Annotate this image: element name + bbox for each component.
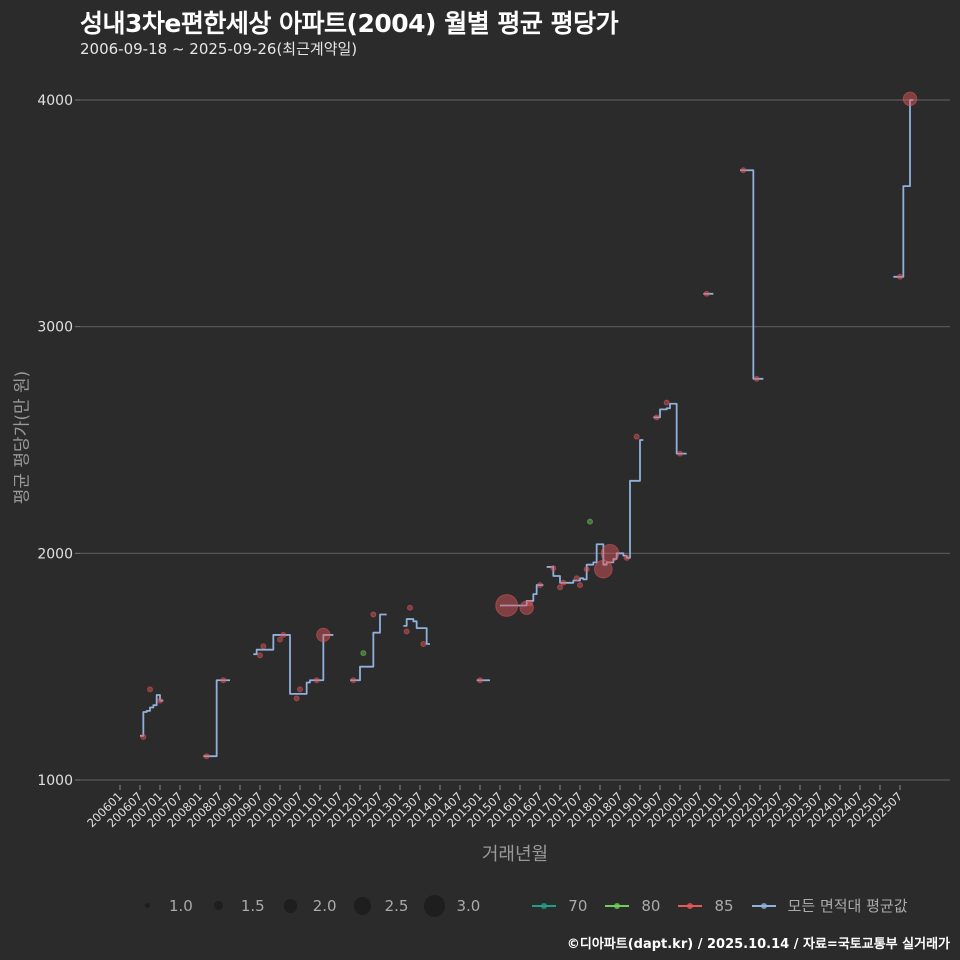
data-point (313, 677, 320, 684)
data-point (203, 753, 210, 760)
data-point (370, 611, 377, 618)
average-line (140, 694, 164, 737)
color-legend-label: 모든 면적대 평균값 (787, 897, 908, 916)
data-point (594, 559, 613, 579)
data-point (577, 582, 583, 589)
data-point (220, 677, 227, 684)
size-legend-label: 3.0 (456, 896, 481, 915)
average-line (203, 679, 230, 758)
data-point (147, 686, 153, 693)
data-point (753, 375, 760, 382)
average-line (893, 99, 914, 278)
data-point (260, 643, 267, 650)
y-tick-label: 1000 (37, 773, 73, 789)
data-point (407, 604, 413, 611)
data-point (403, 628, 410, 635)
size-dot-icon (214, 901, 224, 911)
size-legend-item: 3.0 (422, 895, 480, 917)
color-legend: 70 80 85 모든 면적대 평균값 (532, 895, 925, 916)
data-point (633, 433, 640, 440)
size-legend-label: 2.5 (384, 896, 409, 915)
average-line (350, 613, 387, 682)
average-line (653, 402, 687, 455)
data-point (537, 582, 543, 589)
data-point (653, 414, 660, 421)
average-line (403, 618, 430, 645)
chart-subtitle: 2006-09-18 ~ 2025-09-26(최근계약일) (80, 40, 358, 58)
data-point (902, 91, 918, 107)
size-legend-item: 2.5 (351, 896, 409, 915)
chart-title: 성내3차e편한세상 아파트(2004) 월별 평균 평당가 (80, 9, 619, 38)
size-legend-label: 1.0 (169, 896, 193, 915)
average-line (740, 169, 764, 380)
data-point (297, 686, 303, 693)
data-point (527, 600, 533, 607)
color-legend-item: 85 (678, 896, 734, 915)
average-line (500, 584, 544, 607)
color-legend-item: 모든 면적대 평균값 (751, 895, 908, 916)
size-legend-label: 1.5 (240, 896, 265, 915)
data-point (360, 650, 367, 657)
line-swatch-icon (751, 902, 776, 909)
data-point (519, 600, 534, 615)
data-point (420, 641, 427, 647)
average-line (546, 439, 644, 584)
data-point (703, 290, 710, 297)
data-point (277, 636, 283, 643)
data-point (560, 579, 567, 586)
data-point (350, 677, 357, 684)
data-point (740, 167, 747, 174)
color-legend-label: 70 (568, 896, 588, 915)
data-point (293, 695, 300, 702)
color-legend-item: 70 (532, 897, 587, 915)
size-dot-icon (284, 899, 298, 913)
data-point (477, 677, 483, 684)
data-point (677, 450, 683, 457)
size-legend-item: 1.0 (135, 897, 193, 915)
data-point (623, 554, 630, 561)
data-point (587, 518, 593, 525)
data-point (897, 273, 903, 280)
y-tick-label: 3000 (37, 320, 73, 336)
average-line (253, 634, 334, 695)
data-point (257, 652, 263, 659)
size-dot-icon (144, 903, 150, 909)
legend: 1.0 1.5 2.0 2.5 3.0 70 80 85 모든 면적대 평균값 (135, 895, 926, 917)
line-swatch-icon (605, 902, 630, 909)
color-legend-label: 80 (641, 896, 661, 915)
data-point (550, 565, 557, 572)
data-point (495, 594, 519, 617)
data-point (140, 733, 147, 740)
data-point (583, 566, 590, 573)
data-point (316, 627, 331, 643)
data-point (600, 544, 620, 563)
data-point (557, 584, 563, 591)
line-swatch-icon (678, 902, 703, 909)
data-point (663, 399, 670, 406)
data-point (157, 697, 163, 704)
size-legend-item: 1.5 (207, 897, 265, 915)
size-dot-icon (423, 895, 446, 917)
y-tick-label: 2000 (37, 546, 73, 562)
x-axis-label: 거래년월 (481, 844, 549, 865)
size-dot-icon (353, 897, 372, 915)
color-legend-item: 80 (605, 897, 660, 915)
y-axis-label: 평균 평당가(만 원) (12, 370, 33, 505)
y-tick-label: 4000 (37, 93, 73, 109)
line-swatch-icon (532, 902, 557, 909)
size-legend-label: 2.0 (312, 896, 337, 915)
color-legend-label: 85 (714, 896, 734, 915)
size-legend-item: 2.0 (279, 897, 337, 915)
data-point (573, 575, 580, 582)
footer-credit: ©디아파트(dapt.kr) / 2025.10.14 / 자료=국토교통부 실… (566, 937, 950, 952)
size-legend: 1.0 1.5 2.0 2.5 3.0 (135, 895, 494, 917)
data-point (280, 631, 287, 638)
